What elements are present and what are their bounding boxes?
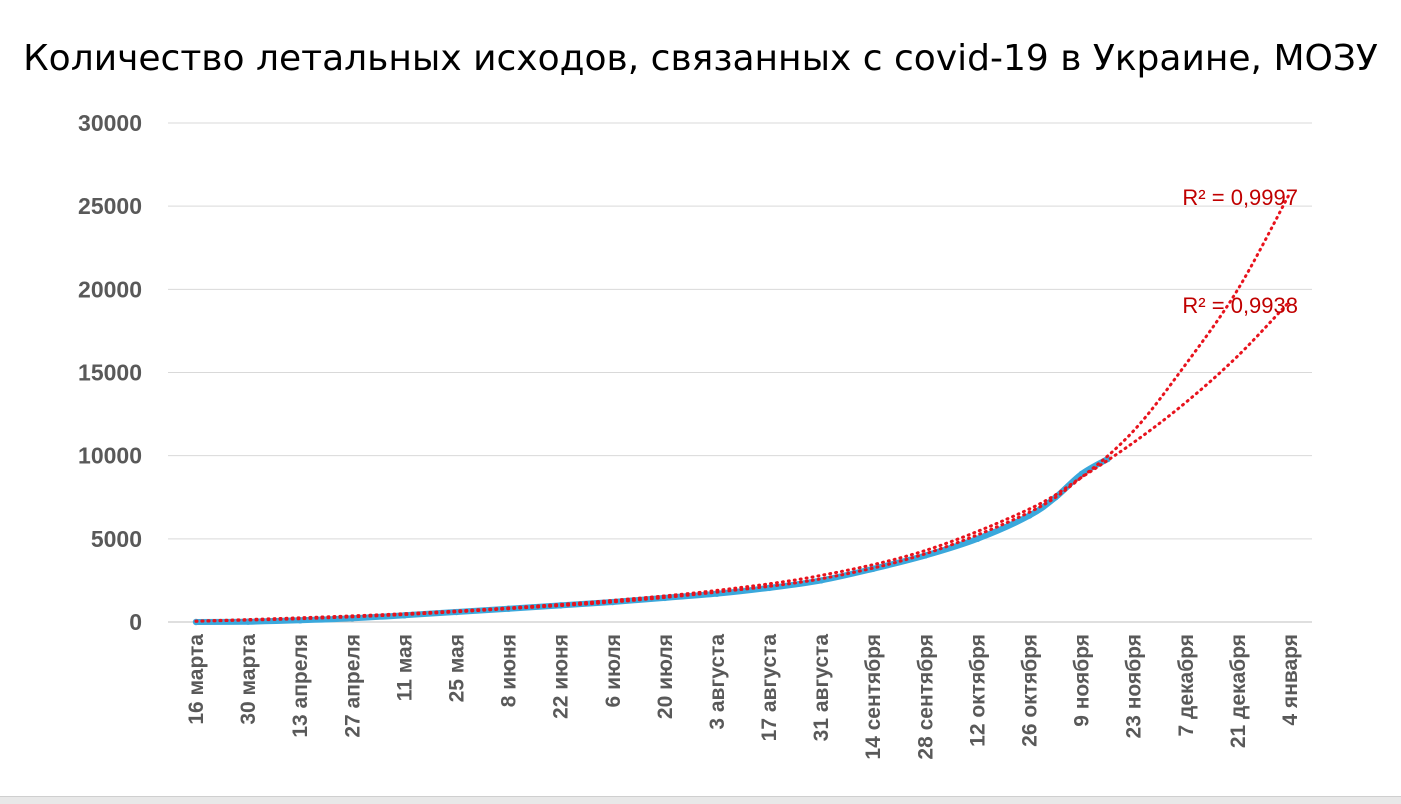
data-point	[974, 535, 981, 543]
y-tick-label: 0	[129, 609, 142, 635]
x-tick-label: 4 января	[1279, 634, 1302, 726]
x-tick-label: 20 июля	[654, 634, 677, 719]
x-tick-label: 8 июня	[498, 634, 521, 707]
x-tick-label: 6 июля	[602, 634, 625, 707]
x-tick-label: 25 мая	[445, 634, 468, 702]
x-tick-label: 26 октября	[1019, 634, 1042, 747]
x-tick-label: 16 марта	[185, 634, 208, 725]
x-tick-label: 11 мая	[393, 634, 416, 701]
x-tick-label: 21 декабря	[1227, 634, 1250, 748]
y-tick-label: 15000	[78, 360, 142, 386]
x-tick-label: 14 сентября	[862, 634, 885, 760]
r-squared-label: R² = 0,9997	[1182, 185, 1298, 210]
grid-lines	[168, 122, 1312, 623]
series-line	[193, 456, 1111, 625]
x-tick-label: 12 октября	[966, 634, 989, 747]
x-tick-label: 9 ноября	[1071, 634, 1094, 727]
x-tick-label: 22 июня	[550, 634, 573, 719]
y-tick-label: 30000	[78, 110, 142, 136]
r-squared-label: R² = 0,9938	[1182, 293, 1298, 318]
x-tick-label: 13 апреля	[289, 634, 312, 738]
trendline	[194, 191, 1292, 623]
trendline-labels: R² = 0,9997 R² = 0,9938	[1182, 185, 1298, 318]
x-tick-label: 27 апреля	[341, 634, 364, 738]
x-tick-label: 28 сентября	[914, 634, 937, 760]
x-tick-label: 17 августа	[758, 634, 781, 742]
x-tick-label: 7 декабря	[1175, 634, 1198, 737]
x-axis-tick-labels: 16 марта 30 марта 13 апреля 27 апреля 11 мая…	[185, 634, 1302, 760]
y-tick-label: 20000	[78, 276, 142, 302]
data-point	[1026, 512, 1033, 519]
x-tick-label: 31 августа	[810, 634, 833, 742]
x-tick-label: 23 ноября	[1123, 634, 1146, 738]
x-tick-label: 3 августа	[706, 634, 729, 730]
y-axis-tick-labels: 0 5000 10000 15000 20000 25000 30000	[78, 110, 142, 635]
trendlines	[194, 191, 1292, 623]
window-bottom-edge	[0, 796, 1401, 804]
y-tick-label: 10000	[78, 443, 142, 469]
y-tick-label: 25000	[78, 193, 142, 219]
trendline	[194, 299, 1292, 623]
chart-title: Количество летальных исходов, связанных …	[23, 38, 1378, 79]
x-tick-label: 30 марта	[237, 634, 260, 725]
y-tick-label: 5000	[91, 526, 142, 552]
